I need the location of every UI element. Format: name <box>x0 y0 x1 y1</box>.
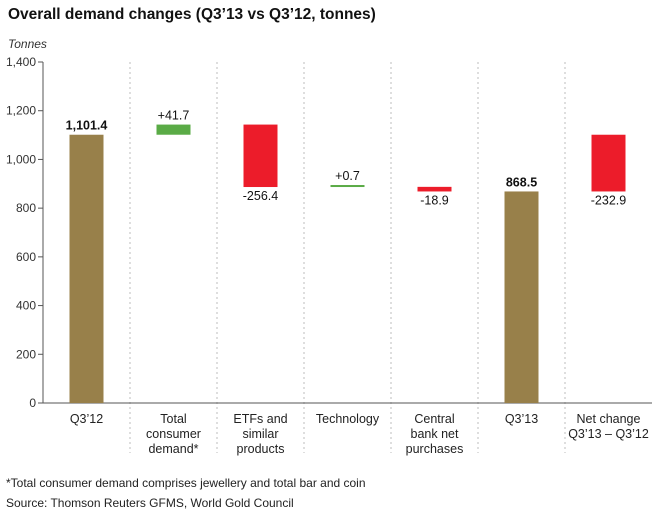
chart-title: Overall demand changes (Q3’13 vs Q3’12, … <box>8 6 376 23</box>
y-tick-label: 400 <box>16 299 36 313</box>
category-label: Q3’12 <box>70 412 103 426</box>
category-label: consumer <box>146 427 201 441</box>
y-tick-label: 1,000 <box>6 152 36 166</box>
source-note: Source: Thomson Reuters GFMS, World Gold… <box>6 496 294 510</box>
data-label: -232.9 <box>591 193 626 207</box>
data-label: 1,101.4 <box>66 119 108 133</box>
category-label: Technology <box>316 412 380 426</box>
bar-total <box>69 134 104 404</box>
y-tick-label: 1,200 <box>6 104 36 118</box>
category-label: Total <box>160 412 186 426</box>
category-label: Q3’13 – Q3’12 <box>568 427 649 441</box>
bar-increase <box>330 185 365 188</box>
category-label: similar <box>242 427 278 441</box>
category-label: purchases <box>406 442 464 456</box>
category-label: Net change <box>577 412 641 426</box>
y-tick-label: 1,400 <box>6 55 36 69</box>
footnote: *Total consumer demand comprises jewelle… <box>6 476 366 490</box>
data-label: -256.4 <box>243 189 278 203</box>
bar-decrease <box>417 186 452 192</box>
bar-total <box>504 191 539 403</box>
category-label: demand* <box>148 442 198 456</box>
data-label: +0.7 <box>335 169 360 183</box>
y-axis-label: Tonnes <box>8 37 47 51</box>
bar-decrease <box>591 134 626 192</box>
data-label: -18.9 <box>420 193 449 207</box>
y-tick-label: 800 <box>16 201 36 215</box>
bar-decrease <box>243 124 278 188</box>
category-label: Central <box>414 412 454 426</box>
category-label: products <box>237 442 285 456</box>
bar-increase <box>156 124 191 135</box>
category-label: bank net <box>411 427 459 441</box>
y-tick-label: 200 <box>16 347 36 361</box>
y-tick-label: 600 <box>16 250 36 264</box>
data-label: +41.7 <box>158 109 190 123</box>
y-tick-label: 0 <box>29 396 36 410</box>
category-label: Q3’13 <box>505 412 538 426</box>
category-label: ETFs and <box>233 412 287 426</box>
data-label: 868.5 <box>506 175 537 189</box>
